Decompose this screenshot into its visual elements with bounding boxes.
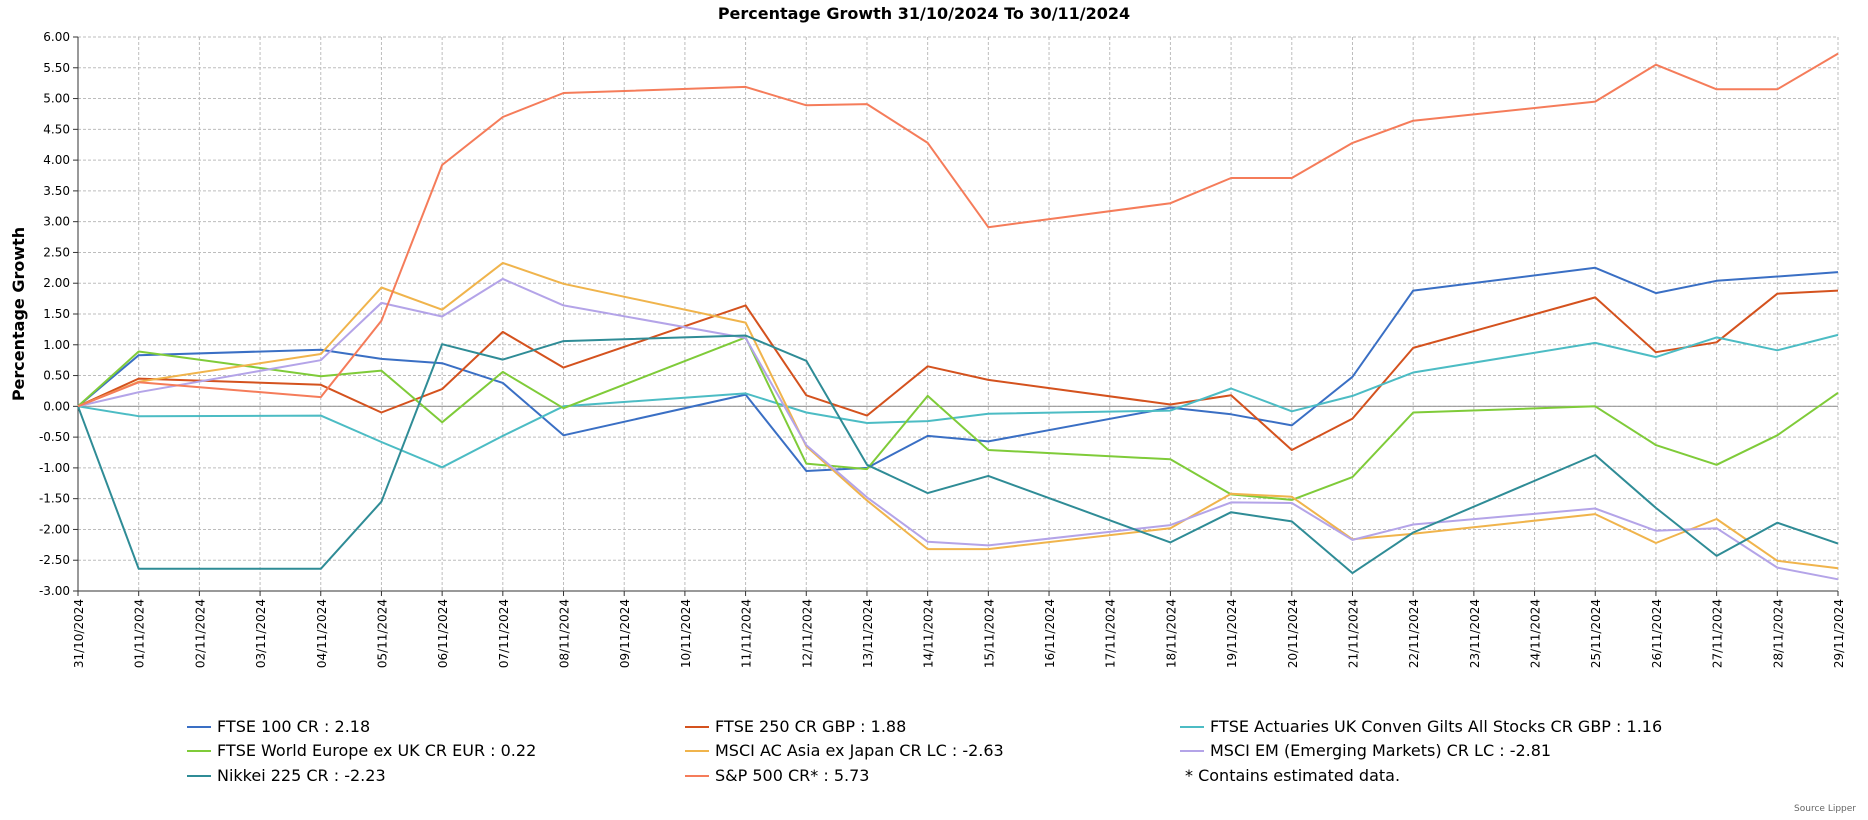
x-axis-ticks: 31/10/2024 01/11/2024 02/11/2024 03/11/2024…: [72, 591, 1846, 668]
y-tick-label: -2.50: [39, 553, 70, 567]
y-tick-label: 2.00: [43, 276, 70, 290]
x-tick-label: 17/11/2024: [1104, 599, 1118, 668]
x-tick-label: 04/11/2024: [315, 599, 329, 668]
source-credit: Source Lipper: [1794, 804, 1856, 814]
y-tick-label: 1.00: [43, 338, 70, 352]
y-tick-label: 3.00: [43, 215, 70, 229]
series-line-nikkei-225-cr: [77, 334, 1839, 575]
series-line-s-p-500-cr: [77, 52, 1839, 408]
x-tick-label: 07/11/2024: [497, 599, 511, 668]
x-tick-label: 27/11/2024: [1711, 599, 1725, 668]
y-tick-label: 4.50: [43, 122, 70, 136]
y-tick-label: 1.50: [43, 307, 70, 321]
x-tick-label: 03/11/2024: [254, 599, 268, 668]
y-tick-label: -1.50: [39, 492, 70, 506]
x-tick-label: 20/11/2024: [1286, 599, 1300, 668]
y-axis-label: Percentage Growth: [9, 227, 28, 401]
x-tick-label: 08/11/2024: [558, 599, 572, 668]
y-tick-label: -2.00: [39, 522, 70, 536]
y-tick-label: -3.00: [39, 584, 70, 598]
x-tick-label: 14/11/2024: [922, 599, 936, 668]
x-tick-label: 01/11/2024: [133, 599, 147, 668]
y-tick-label: 5.50: [43, 61, 70, 75]
y-tick-label: 3.50: [43, 184, 70, 198]
x-tick-label: 28/11/2024: [1771, 599, 1785, 668]
y-tick-label: 0.50: [43, 369, 70, 383]
grid-lines: [77, 36, 1839, 592]
x-tick-label: 10/11/2024: [679, 599, 693, 668]
y-tick-label: 4.00: [43, 153, 70, 167]
x-tick-label: 21/11/2024: [1346, 599, 1360, 668]
x-tick-label: 19/11/2024: [1225, 599, 1239, 668]
x-tick-label: 05/11/2024: [375, 599, 389, 668]
y-tick-label: -1.00: [39, 461, 70, 475]
series-lines: [77, 52, 1839, 581]
x-tick-label: 26/11/2024: [1650, 599, 1664, 668]
series-line-ftse-actuaries-uk-conven-gilts-all-stocks-cr-gbp: [77, 333, 1839, 469]
x-tick-label: 23/11/2024: [1468, 599, 1482, 668]
series-line-ftse-250-cr-gbp: [77, 289, 1839, 451]
y-axis-ticks: 6.00 5.50 5.00 4.50 4.00 3.50 3.00 2.50 2.00 1.50…: [39, 30, 78, 598]
x-tick-label: 31/10/2024: [72, 599, 86, 668]
x-tick-label: 11/11/2024: [740, 599, 754, 668]
y-tick-label: 6.00: [43, 30, 70, 44]
series-line-msci-ac-asia-ex-japan-cr-lc: [77, 261, 1839, 570]
x-tick-label: 18/11/2024: [1164, 599, 1178, 668]
series-line-msci-em-emerging-markets-cr-lc: [77, 277, 1839, 581]
chart-title: Percentage Growth 31/10/2024 To 30/11/20…: [718, 4, 1130, 23]
y-tick-label: 0.00: [43, 399, 70, 413]
x-tick-label: 22/11/2024: [1407, 599, 1421, 668]
x-tick-label: 09/11/2024: [618, 599, 632, 668]
x-tick-label: 02/11/2024: [193, 599, 207, 668]
x-tick-label: 24/11/2024: [1529, 599, 1543, 668]
x-tick-label: 16/11/2024: [1043, 599, 1057, 668]
y-tick-label: 2.50: [43, 245, 70, 259]
series-line-ftse-world-europe-ex-uk-cr-eur: [77, 336, 1839, 501]
y-tick-label: -0.50: [39, 430, 70, 444]
x-tick-label: 06/11/2024: [436, 599, 450, 668]
x-tick-label: 25/11/2024: [1589, 599, 1603, 668]
x-tick-label: 29/11/2024: [1832, 599, 1846, 668]
x-tick-label: 13/11/2024: [861, 599, 875, 668]
y-tick-label: 5.00: [43, 92, 70, 106]
x-tick-label: 12/11/2024: [800, 599, 814, 668]
series-line-ftse-100-cr: [77, 266, 1839, 472]
x-tick-label: 15/11/2024: [982, 599, 996, 668]
